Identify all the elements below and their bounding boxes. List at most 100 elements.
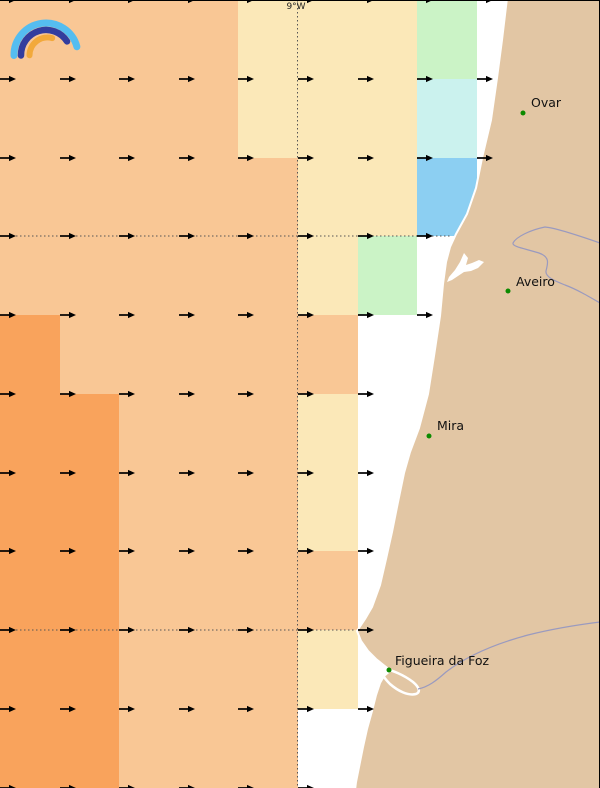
- wind-arrow-east-icon: [298, 311, 314, 319]
- forecast-cell: [179, 236, 238, 315]
- forecast-cell: [0, 79, 60, 158]
- forecast-cell: [238, 0, 298, 79]
- forecast-cell: [298, 0, 358, 79]
- wind-arrow-east-icon: [119, 311, 135, 319]
- forecast-cell: [358, 0, 417, 79]
- wind-arrow-east-icon: [238, 547, 254, 555]
- city-dot-icon: [520, 110, 526, 116]
- wind-arrow-east-icon: [0, 547, 16, 555]
- wind-arrow-east-icon: [60, 469, 76, 477]
- forecast-cell: [119, 315, 179, 394]
- city-label: Mira: [437, 418, 464, 433]
- forecast-cell: [60, 0, 119, 79]
- wind-arrow-east-icon: [238, 626, 254, 634]
- land-mass: [355, 0, 600, 788]
- forecast-cell: [238, 551, 298, 630]
- forecast-cell: [238, 394, 298, 473]
- forecast-cell: [0, 551, 60, 630]
- wind-arrow-east-icon: [358, 311, 374, 319]
- wind-arrow-east-icon: [358, 75, 374, 83]
- forecast-cell: [238, 630, 298, 709]
- forecast-cell: [238, 236, 298, 315]
- wind-arrow-east-icon: [119, 705, 135, 713]
- city-marker: Ovar: [520, 95, 562, 116]
- wind-arrow-east-icon: [417, 232, 433, 240]
- windguru-logo: [10, 19, 81, 59]
- forecast-cell: [119, 630, 179, 709]
- wind-arrow-east-icon: [477, 154, 493, 162]
- city-marker: Mira: [426, 418, 464, 439]
- wind-arrow-east-icon: [179, 311, 195, 319]
- wind-arrow-east-icon: [358, 705, 374, 713]
- wind-arrow-east-icon: [179, 154, 195, 162]
- wind-speed-cells: [0, 0, 477, 788]
- wind-arrow-east-icon: [119, 75, 135, 83]
- wind-arrow-east-icon: [179, 75, 195, 83]
- forecast-cell: [60, 394, 119, 473]
- wind-arrow-east-icon: [0, 154, 16, 162]
- forecast-cell: [119, 79, 179, 158]
- forecast-cell: [179, 315, 238, 394]
- city-label: Ovar: [531, 95, 562, 110]
- logo-arc-middle-icon: [17, 26, 71, 59]
- wind-arrow-east-icon: [0, 232, 16, 240]
- wind-arrow-east-icon: [119, 784, 135, 788]
- wind-arrow-east-icon: [238, 469, 254, 477]
- wind-arrows: [0, 0, 493, 788]
- forecast-cell: [238, 709, 298, 788]
- wind-arrow-east-icon: [298, 547, 314, 555]
- river-mondego: [417, 621, 600, 690]
- forecast-cell: [179, 158, 238, 236]
- forecast-cell: [358, 158, 417, 236]
- wind-arrow-east-icon: [179, 232, 195, 240]
- wind-arrow-east-icon: [298, 75, 314, 83]
- city-label: Figueira da Foz: [395, 653, 490, 668]
- wind-arrow-east-icon: [119, 232, 135, 240]
- wind-arrow-east-icon: [358, 626, 374, 634]
- city-dot-icon: [426, 433, 432, 439]
- forecast-cell: [119, 551, 179, 630]
- forecast-cell: [0, 236, 60, 315]
- wind-arrow-east-icon: [119, 154, 135, 162]
- forecast-cell: [0, 315, 60, 394]
- forecast-cell: [417, 0, 477, 79]
- wind-arrow-east-icon: [0, 75, 16, 83]
- wind-arrow-east-icon: [0, 626, 16, 634]
- wind-arrow-east-icon: [179, 547, 195, 555]
- wind-arrow-east-icon: [298, 469, 314, 477]
- forecast-cell: [0, 158, 60, 236]
- wind-arrow-east-icon: [119, 469, 135, 477]
- forecast-cell: [298, 394, 358, 473]
- forecast-cell: [60, 709, 119, 788]
- forecast-cell: [298, 473, 358, 551]
- wind-arrow-east-icon: [119, 390, 135, 398]
- wind-arrow-east-icon: [298, 390, 314, 398]
- forecast-cell: [358, 79, 417, 158]
- wind-arrow-east-icon: [417, 154, 433, 162]
- forecast-cell: [119, 0, 179, 79]
- wind-arrow-east-icon: [60, 626, 76, 634]
- meridian-label: 9°W: [286, 2, 305, 12]
- forecast-cell: [358, 236, 417, 315]
- logo-arc-inner-icon: [26, 34, 56, 59]
- forecast-cell: [60, 315, 119, 394]
- forecast-cell: [179, 630, 238, 709]
- wind-arrow-east-icon: [0, 390, 16, 398]
- forecast-cell: [238, 79, 298, 158]
- forecast-cell: [0, 709, 60, 788]
- coastline: [354, 0, 508, 788]
- forecast-cell: [298, 551, 358, 630]
- aveiro-lagoon: [447, 253, 484, 282]
- forecast-cell: [119, 709, 179, 788]
- city-marker: Aveiro: [505, 274, 555, 294]
- wind-arrow-east-icon: [0, 784, 16, 788]
- wind-arrow-east-icon: [358, 469, 374, 477]
- wind-arrow-east-icon: [298, 154, 314, 162]
- forecast-cell: [179, 394, 238, 473]
- forecast-cell: [0, 394, 60, 473]
- wind-arrow-east-icon: [358, 547, 374, 555]
- forecast-cell: [298, 630, 358, 709]
- city-label: Aveiro: [516, 274, 555, 289]
- wind-arrow-east-icon: [60, 75, 76, 83]
